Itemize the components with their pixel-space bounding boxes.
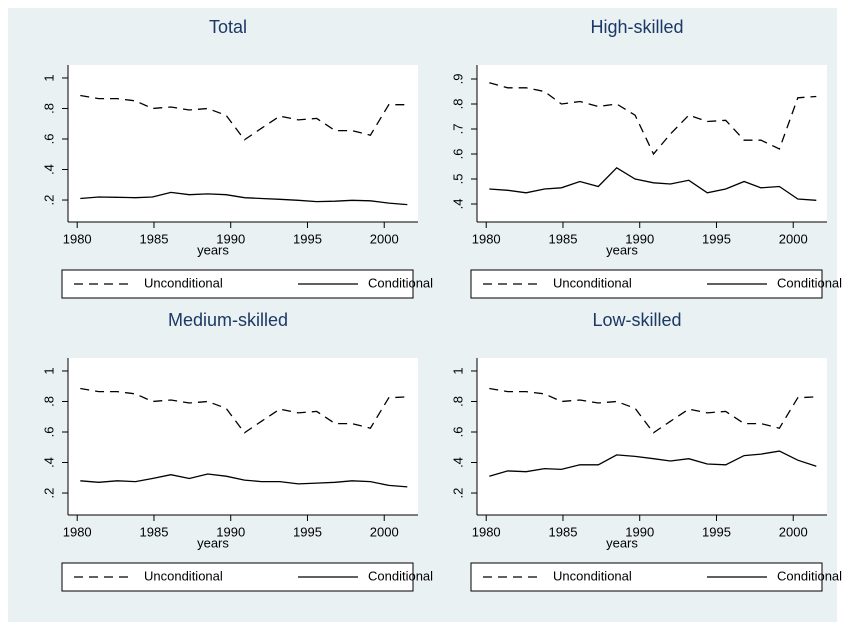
x-tick-label: 1985 (140, 231, 169, 246)
plot-area (477, 358, 827, 515)
legend-label: Conditional (777, 275, 842, 290)
legend-label: Unconditional (553, 568, 632, 583)
x-tick-label: 1990 (216, 231, 245, 246)
y-tick-label: .8 (41, 103, 56, 114)
legend-label: Unconditional (144, 568, 223, 583)
series-line (80, 94, 408, 141)
y-tick-label: .8 (41, 396, 56, 407)
x-tick-label: 1995 (293, 524, 322, 539)
y-tick-label: .2 (41, 488, 56, 499)
x-tick-label: 2000 (779, 524, 808, 539)
plot-area (68, 358, 418, 515)
chart-title: Total (209, 17, 247, 37)
x-axis-label: years (197, 535, 229, 550)
x-tick-label: 2000 (779, 231, 808, 246)
y-tick-label: .5 (450, 174, 465, 185)
y-tick-label: .6 (41, 134, 56, 145)
y-tick-label: .9 (450, 74, 465, 85)
x-tick-label: 1980 (472, 231, 501, 246)
legend-label: Conditional (368, 275, 433, 290)
x-tick-label: 2000 (370, 524, 399, 539)
series-line (80, 387, 408, 434)
y-tick-label: .4 (450, 457, 465, 468)
x-tick-label: 1980 (472, 524, 501, 539)
x-tick-label: 1995 (293, 231, 322, 246)
series-line (80, 473, 408, 488)
series-line (489, 166, 817, 201)
x-tick-label: 1980 (63, 231, 92, 246)
x-tick-label: 1980 (63, 524, 92, 539)
legend-box (470, 269, 823, 299)
y-tick-label: .4 (41, 457, 56, 468)
y-tick-label: .6 (41, 427, 56, 438)
chart-title: Medium-skilled (168, 310, 288, 330)
chart-title: High-skilled (590, 17, 683, 37)
x-axis-label: years (606, 535, 638, 550)
legend-label: Conditional (777, 568, 842, 583)
legend-label: Unconditional (553, 275, 632, 290)
y-tick-label: 1 (450, 367, 465, 374)
y-tick-label: .4 (450, 199, 465, 210)
y-tick-label: 1 (41, 367, 56, 374)
x-tick-label: 1985 (549, 231, 578, 246)
x-tick-label: 1990 (625, 231, 654, 246)
series-line (489, 82, 817, 156)
legend-box (61, 562, 414, 592)
x-axis-label: years (197, 242, 229, 257)
y-tick-label: .2 (450, 488, 465, 499)
y-tick-label: .2 (41, 195, 56, 206)
legend-label: Conditional (368, 568, 433, 583)
plot-area (477, 65, 827, 222)
legend-label: Unconditional (144, 275, 223, 290)
series-line (489, 450, 817, 477)
legend-box (61, 269, 414, 299)
series-line (80, 191, 408, 206)
x-tick-label: 1995 (702, 524, 731, 539)
y-tick-label: .7 (450, 124, 465, 135)
legend-box (470, 562, 823, 592)
y-tick-label: .4 (41, 164, 56, 175)
series-line (489, 387, 817, 434)
x-tick-label: 1985 (140, 524, 169, 539)
y-tick-label: .6 (450, 427, 465, 438)
x-tick-label: 1990 (625, 524, 654, 539)
chart-title: Low-skilled (592, 310, 681, 330)
x-axis-label: years (606, 242, 638, 257)
x-tick-label: 1990 (216, 524, 245, 539)
y-tick-label: .8 (450, 99, 465, 110)
y-tick-label: .8 (450, 396, 465, 407)
x-tick-label: 2000 (370, 231, 399, 246)
x-tick-label: 1995 (702, 231, 731, 246)
y-tick-label: .6 (450, 149, 465, 160)
x-tick-label: 1985 (549, 524, 578, 539)
plot-area (68, 65, 418, 222)
y-tick-label: 1 (41, 74, 56, 81)
